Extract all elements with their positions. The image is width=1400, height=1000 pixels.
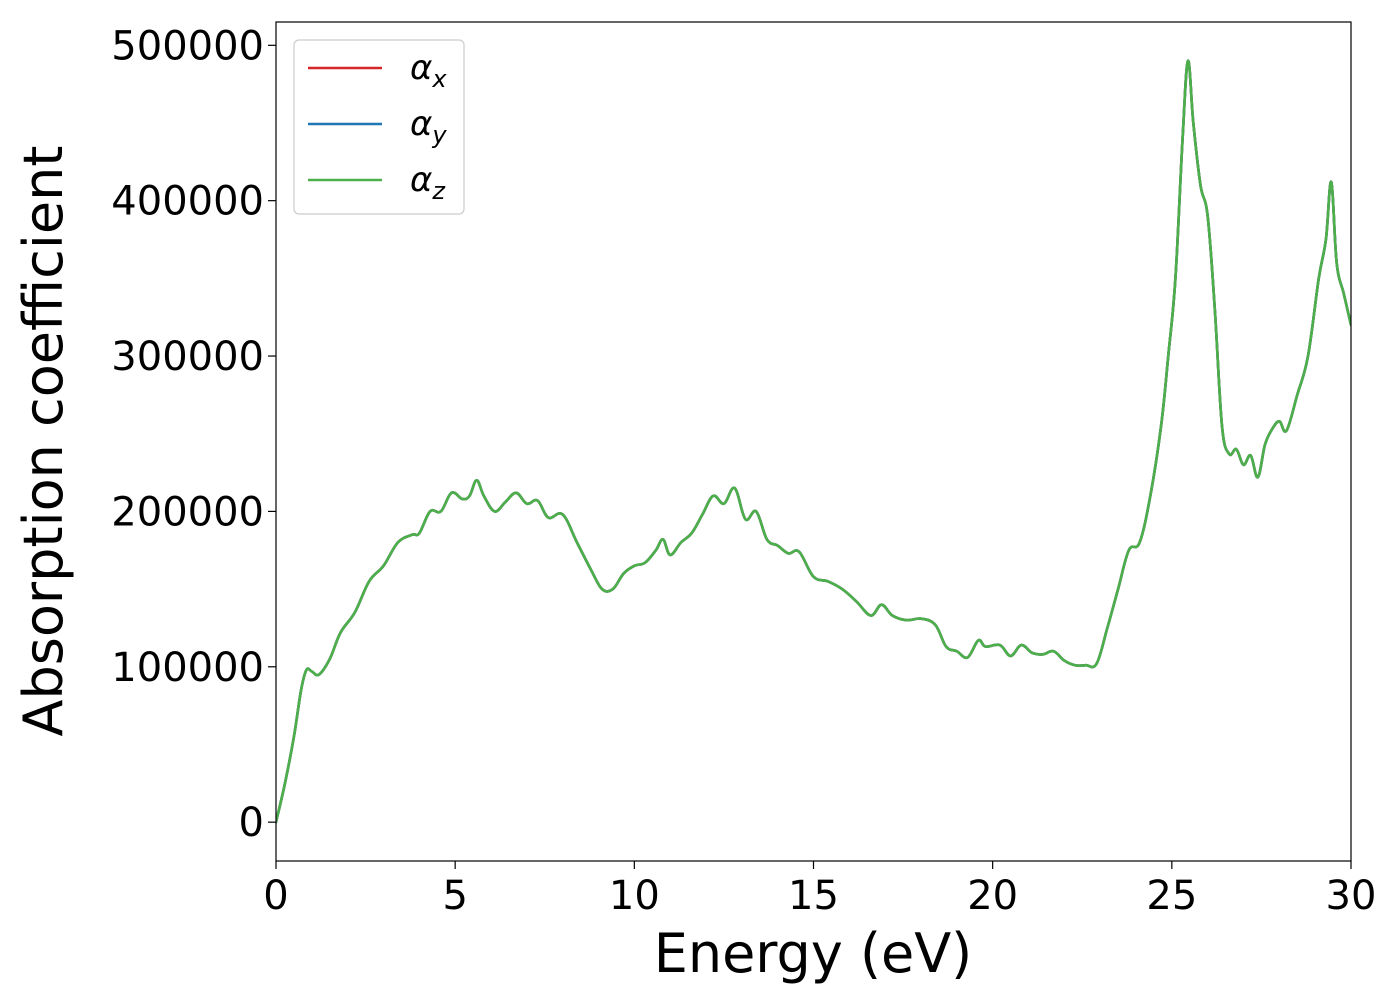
- legend-box: [293, 39, 465, 215]
- x-tick-label: 30: [1326, 873, 1377, 919]
- y-tick-label: 0: [239, 800, 264, 846]
- legend-label-z: αz: [410, 160, 446, 205]
- x-tick-label: 0: [263, 873, 288, 919]
- x-axis-label: Energy (eV): [654, 922, 973, 985]
- legend-label-x: αx: [410, 48, 447, 93]
- x-tick-label: 20: [967, 873, 1018, 919]
- x-tick-label: 10: [609, 873, 660, 919]
- x-tick-label: 15: [788, 873, 839, 919]
- y-tick-label: 200000: [111, 489, 264, 535]
- y-tick-label: 100000: [111, 645, 264, 691]
- x-axis: 0 5 10 15 20 25 30: [263, 861, 1376, 919]
- y-tick-label: 400000: [111, 179, 264, 225]
- y-axis-label: Absorption coefficient: [12, 146, 75, 737]
- y-tick-label: 300000: [111, 334, 264, 380]
- x-tick-label: 5: [442, 873, 467, 919]
- series-line-3: [276, 59, 1351, 824]
- legend: αx αy αz: [293, 39, 465, 215]
- x-tick-label: 25: [1146, 873, 1197, 919]
- legend-label-y: αy: [410, 104, 447, 149]
- y-axis: 0 100000 200000 300000 400000 500000: [111, 23, 276, 846]
- y-tick-label: 500000: [111, 23, 264, 69]
- series-layer: [276, 59, 1351, 824]
